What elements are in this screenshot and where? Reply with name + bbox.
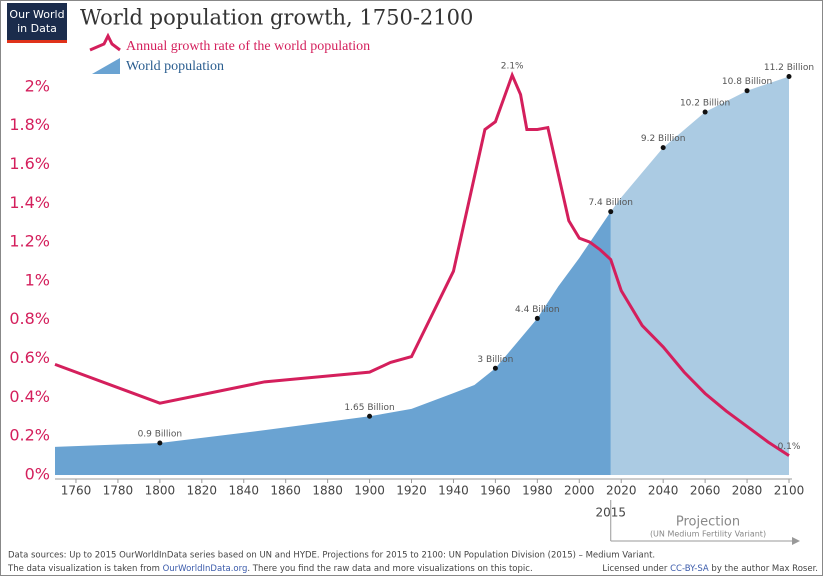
y-tick-label: 1.8% <box>9 115 50 134</box>
value-label: 3 Billion <box>477 355 513 365</box>
y-tick-label: 0.4% <box>9 387 50 406</box>
y-tick-label: 0.6% <box>9 348 50 367</box>
value-label: 10.8 Billion <box>722 77 772 87</box>
value-label: 9.2 Billion <box>641 134 686 144</box>
footer-text: by the author Max Roser. <box>709 564 818 574</box>
y-tick-label: 1.6% <box>9 154 50 173</box>
x-tick-label: 1820 <box>187 484 218 498</box>
x-tick-label: 2100 <box>774 484 805 498</box>
x-tick-label: 1920 <box>396 484 427 498</box>
x-tick-label: 1760 <box>61 484 92 498</box>
value-label: 10.2 Billion <box>680 99 730 109</box>
footer-link[interactable]: OurWorldInData.org <box>163 564 248 574</box>
x-tick-label: 1880 <box>312 484 343 498</box>
y-tick-label: 0% <box>25 465 50 484</box>
legend-label: World population <box>126 59 224 74</box>
logo-box <box>7 3 67 43</box>
chart-title: World population growth, 1750-2100 <box>80 6 473 30</box>
point <box>608 209 614 215</box>
x-tick-label: 2000 <box>564 484 595 498</box>
point <box>660 145 666 151</box>
value-label: 0.1% <box>778 442 801 452</box>
value-label: 0.9 Billion <box>138 429 183 439</box>
legend-icon <box>92 58 120 74</box>
x-tick-label: 1940 <box>438 484 469 498</box>
area <box>55 211 611 475</box>
x-tick-label: 2020 <box>606 484 637 498</box>
projection-label: Projection <box>676 515 740 530</box>
y-tick-label: 0.2% <box>9 426 50 445</box>
x-tick-label: 1960 <box>480 484 511 498</box>
logo-text: in Data <box>17 22 57 35</box>
footer-text: Licensed under <box>602 564 670 574</box>
x-tick-label: 2040 <box>648 484 679 498</box>
x-tick-label: 2080 <box>732 484 763 498</box>
logo-bar <box>7 40 67 43</box>
y-tick-label: 1.4% <box>9 193 50 212</box>
point <box>702 109 708 115</box>
footer-text: The data visualization is taken from <box>7 564 163 574</box>
value-label: 1.65 Billion <box>344 403 394 413</box>
y-tick-label: 2% <box>25 76 50 95</box>
x-tick-label: 1840 <box>228 484 259 498</box>
x-tick-label: 1900 <box>354 484 385 498</box>
footer-viz: The data visualization is taken from Our… <box>7 564 533 574</box>
legend-label: Annual growth rate of the world populati… <box>126 39 370 54</box>
value-label: 4.4 Billion <box>515 305 560 315</box>
projection-note: (UN Medium Fertility Variant) <box>650 530 766 539</box>
footer-license: Licensed under CC-BY-SA by the author Ma… <box>602 564 818 574</box>
y-tick-label: 0.8% <box>9 309 50 328</box>
legend-icon <box>89 32 121 52</box>
footer-text: . There you find the raw data and more v… <box>247 564 532 574</box>
license-link[interactable]: CC-BY-SA <box>670 564 709 574</box>
point <box>786 73 792 79</box>
x-tick-label: 1980 <box>522 484 553 498</box>
point <box>492 365 498 371</box>
y-tick-label: 1.2% <box>9 232 50 251</box>
point <box>744 88 750 94</box>
value-label: 7.4 Billion <box>588 198 633 208</box>
x-tick-label: 2060 <box>690 484 721 498</box>
footer-sources: Data sources: Up to 2015 OurWorldInData … <box>8 551 655 561</box>
point <box>157 440 163 446</box>
value-label: 11.2 Billion <box>764 63 814 73</box>
x-tick-label: 1860 <box>270 484 301 498</box>
point <box>367 413 373 419</box>
area <box>610 76 789 475</box>
point <box>534 315 540 321</box>
x-tick-label: 1800 <box>145 484 176 498</box>
projection-year: 2015 <box>595 506 626 520</box>
logo-text: Our World <box>9 8 64 21</box>
y-tick-label: 1% <box>25 270 50 289</box>
x-tick-label: 1780 <box>103 484 134 498</box>
arrow-head <box>792 537 800 545</box>
value-label: 2.1% <box>501 62 524 72</box>
line <box>54 71 790 457</box>
